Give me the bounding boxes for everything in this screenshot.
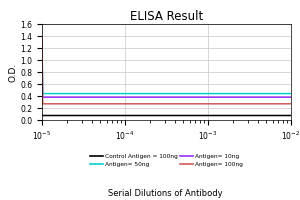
Control Antigen = 100ng [259, 114, 263, 117]
Antigen= 100ng [208, 103, 212, 105]
Antigen= 10ng [289, 96, 293, 98]
Antigen= 50ng [40, 43, 44, 45]
Legend: Control Antigen = 100ng, Antigen= 50ng, Antigen= 10ng, Antigen= 100ng: Control Antigen = 100ng, Antigen= 50ng, … [90, 154, 243, 167]
Title: ELISA Result: ELISA Result [130, 10, 203, 23]
Text: Serial Dilutions of Antibody: Serial Dilutions of Antibody [108, 189, 222, 198]
Antigen= 50ng [259, 92, 263, 95]
Line: Antigen= 50ng: Antigen= 50ng [42, 44, 291, 94]
Line: Antigen= 10ng: Antigen= 10ng [42, 46, 291, 97]
Antigen= 50ng [110, 92, 113, 95]
Control Antigen = 100ng [110, 114, 113, 117]
Antigen= 10ng [259, 96, 263, 98]
Control Antigen = 100ng [289, 114, 293, 117]
Antigen= 100ng [133, 103, 136, 105]
Antigen= 10ng [190, 96, 194, 98]
Line: Control Antigen = 100ng: Control Antigen = 100ng [42, 115, 291, 116]
Antigen= 50ng [208, 92, 212, 95]
Antigen= 100ng [259, 103, 263, 105]
Antigen= 100ng [289, 103, 293, 105]
Control Antigen = 100ng [190, 114, 194, 117]
Antigen= 10ng [208, 96, 212, 98]
Antigen= 100ng [190, 103, 194, 105]
Control Antigen = 100ng [40, 113, 44, 116]
Antigen= 10ng [133, 96, 136, 98]
Antigen= 50ng [289, 92, 293, 95]
Line: Antigen= 100ng: Antigen= 100ng [42, 37, 291, 104]
Antigen= 10ng [40, 44, 44, 47]
Antigen= 100ng [108, 103, 112, 105]
Control Antigen = 100ng [133, 114, 136, 117]
Antigen= 50ng [133, 92, 136, 95]
Antigen= 10ng [108, 96, 112, 98]
Antigen= 50ng [190, 92, 194, 95]
Antigen= 10ng [110, 96, 113, 98]
Control Antigen = 100ng [108, 114, 112, 117]
Control Antigen = 100ng [208, 114, 212, 117]
Antigen= 100ng [110, 103, 113, 105]
Antigen= 50ng [108, 92, 112, 95]
Antigen= 100ng [40, 35, 44, 38]
Y-axis label: O.D.: O.D. [8, 62, 17, 82]
